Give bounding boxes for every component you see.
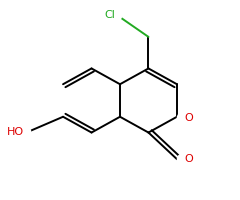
Circle shape — [177, 112, 191, 123]
Circle shape — [177, 154, 191, 165]
Text: O: O — [184, 113, 193, 123]
Text: HO: HO — [7, 127, 24, 137]
Circle shape — [17, 126, 30, 137]
Text: Cl: Cl — [104, 10, 115, 20]
Circle shape — [109, 10, 122, 21]
Text: O: O — [184, 154, 193, 164]
